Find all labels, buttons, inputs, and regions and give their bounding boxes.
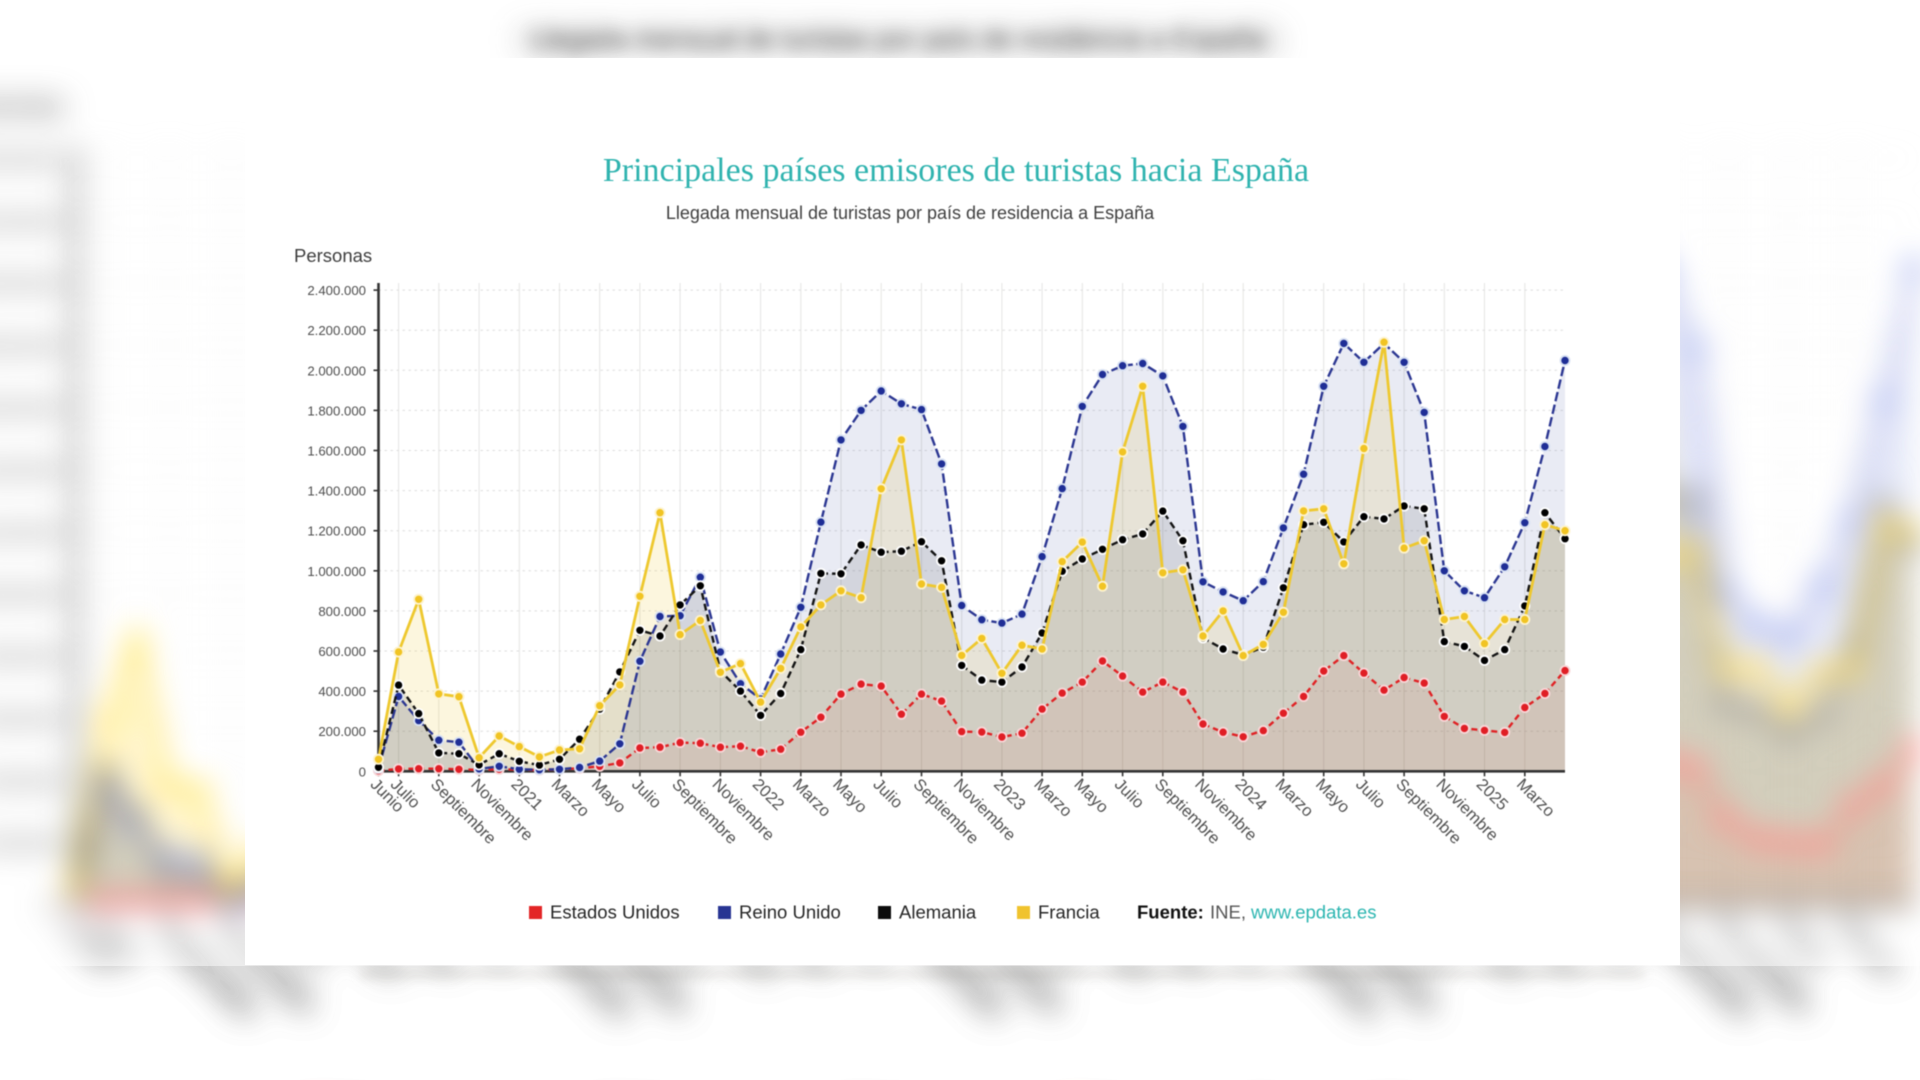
svg-text:Reino Unido: Reino Unido <box>739 902 841 923</box>
svg-text:1.200.000: 1.200.000 <box>307 524 366 539</box>
svg-text:1.800.000: 1.800.000 <box>307 403 366 418</box>
svg-text:1.400.000: 1.400.000 <box>307 484 366 499</box>
svg-text:Marzo: Marzo <box>1513 775 1558 820</box>
svg-text:Marzo: Marzo <box>1272 775 1317 820</box>
svg-text:1.600.000: 1.600.000 <box>307 444 366 459</box>
svg-text:600.000: 600.000 <box>318 644 366 659</box>
svg-text:Marzo: Marzo <box>548 775 593 820</box>
svg-text:Francia: Francia <box>1038 902 1100 923</box>
svg-text:Mayo: Mayo <box>588 775 629 816</box>
svg-text:Mayo: Mayo <box>1312 775 1353 816</box>
svg-text:Julio: Julio <box>869 775 906 812</box>
svg-text:Julio: Julio <box>1111 775 1148 812</box>
svg-text:Marzo: Marzo <box>1030 775 1075 820</box>
svg-text:Estados Unidos: Estados Unidos <box>550 902 680 923</box>
svg-text:Llegada mensual de turistas po: Llegada mensual de turistas por país de … <box>666 203 1155 223</box>
svg-text:1.000.000: 1.000.000 <box>307 564 366 579</box>
svg-text:0: 0 <box>359 764 366 779</box>
svg-text:Personas: Personas <box>294 245 372 266</box>
svg-text:Marzo: Marzo <box>789 775 834 820</box>
svg-text:2.400.000: 2.400.000 <box>307 283 366 298</box>
svg-text:www.epdata.es: www.epdata.es <box>1250 902 1376 923</box>
svg-text:800.000: 800.000 <box>318 604 366 619</box>
svg-text:2.000.000: 2.000.000 <box>307 363 366 378</box>
svg-text:Mayo: Mayo <box>1070 775 1111 816</box>
svg-text:INE,: INE, <box>1210 902 1246 923</box>
svg-text:2.200.000: 2.200.000 <box>307 323 366 338</box>
svg-text:Fuente:: Fuente: <box>1137 902 1204 923</box>
svg-text:Mayo: Mayo <box>829 775 870 816</box>
svg-text:400.000: 400.000 <box>318 684 366 699</box>
svg-text:Julio: Julio <box>1352 775 1389 812</box>
svg-text:200.000: 200.000 <box>318 724 366 739</box>
svg-text:Julio: Julio <box>628 775 665 812</box>
svg-text:Alemania: Alemania <box>899 902 977 923</box>
svg-text:Principales países emisores de: Principales países emisores de turistas … <box>603 152 1309 189</box>
